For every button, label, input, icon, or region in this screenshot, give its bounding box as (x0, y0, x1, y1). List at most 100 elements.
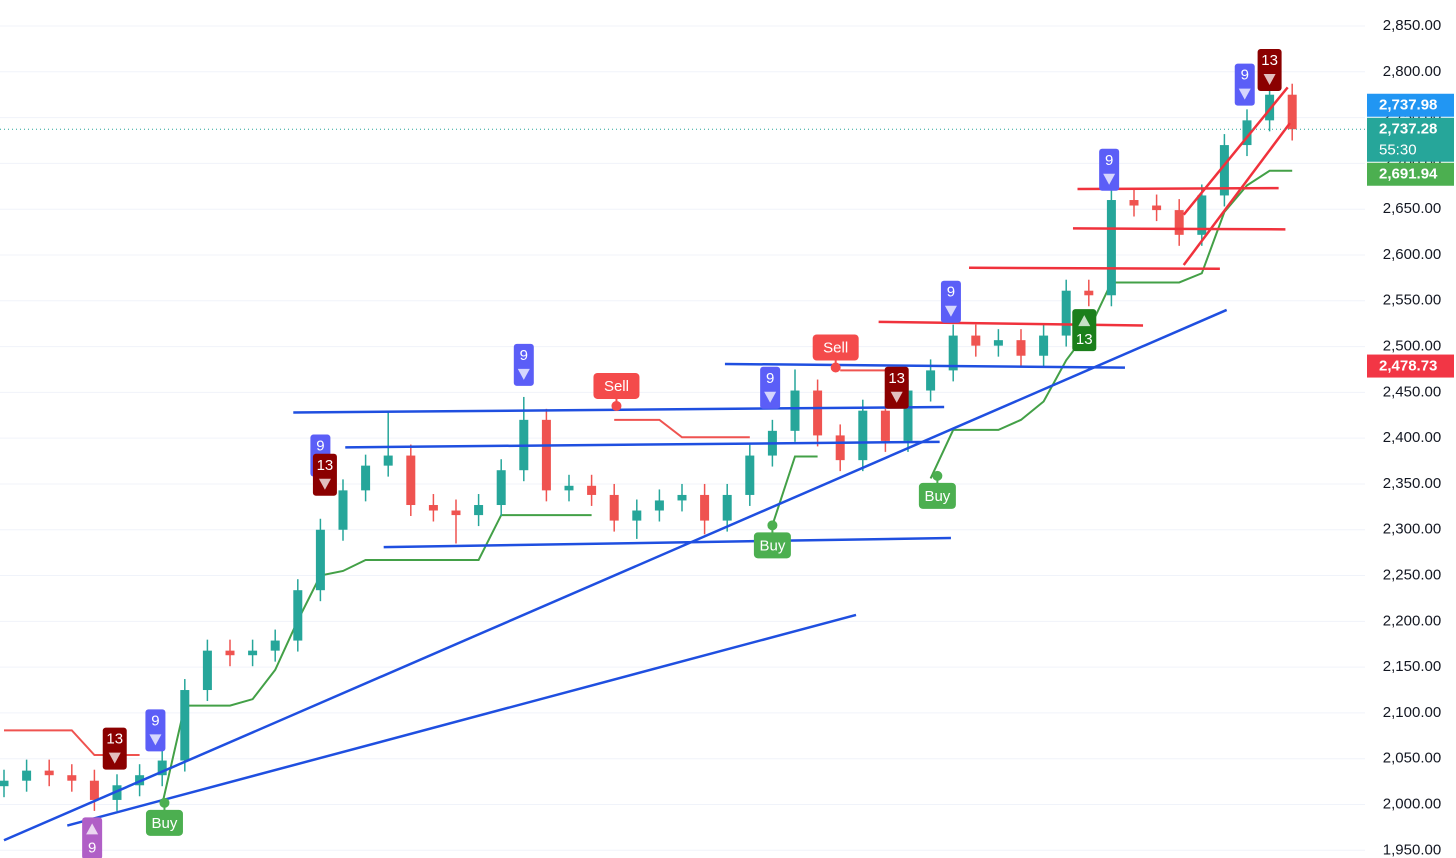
signal-dot (830, 362, 841, 373)
signal-label: Buy (759, 537, 785, 554)
count-marker-label: 9 (151, 712, 159, 729)
signal: Buy (918, 470, 956, 509)
candle-body (1039, 335, 1049, 356)
count-marker-label: 9 (1105, 152, 1113, 169)
y-tick-label: 2,250.00 (1383, 567, 1441, 584)
candle-body (541, 419, 551, 491)
trend-line (66, 613, 857, 827)
plot-area: 9 13 9 13 9 9 13 9 9 9 13 13 9 Buy Buy Buy Sell Sell (0, 48, 1365, 858)
signal-dot (767, 520, 778, 531)
candle-body (1197, 195, 1207, 235)
candle-body (564, 485, 574, 491)
candle-body (22, 770, 32, 781)
candle-body (451, 510, 461, 516)
y-tick-label: 2,200.00 (1383, 612, 1441, 629)
y-tick-label: 2,350.00 (1383, 475, 1441, 492)
price-tag-countdown: 55:30 (1379, 142, 1417, 159)
count-marker-box (1099, 148, 1120, 191)
candle-body (293, 590, 303, 641)
trend-line (1182, 122, 1291, 266)
candle-body (1106, 200, 1116, 296)
price-tag (1367, 162, 1454, 186)
signal-label: Buy (152, 815, 178, 832)
y-tick-label: 2,850.00 (1383, 17, 1441, 34)
candle-body (700, 494, 710, 521)
candle-body (1287, 94, 1297, 130)
signal: Buy (145, 797, 183, 836)
candle-body (44, 770, 54, 776)
candle-body (1084, 290, 1094, 296)
count-marker-box (1257, 48, 1282, 91)
candle-body (0, 780, 9, 787)
price-tag (1367, 354, 1454, 378)
candle-body (1219, 145, 1229, 196)
y-tick-label: 1,950.00 (1383, 841, 1441, 858)
candle-body (632, 510, 642, 521)
price-tag (1367, 93, 1454, 117)
signal-label: Sell (823, 339, 848, 356)
count-marker-label: 9 (520, 347, 528, 364)
count-marker-box (102, 727, 127, 770)
count-marker-label: 9 (947, 284, 955, 301)
signal: Buy (753, 520, 791, 559)
candle-body (587, 485, 597, 495)
candle-body (202, 650, 212, 691)
count-marker-arrow (1263, 73, 1276, 85)
count-marker: 9 (513, 343, 534, 386)
trend-line (3, 308, 1228, 842)
count-marker: 13 (312, 453, 337, 496)
candle-body (948, 335, 958, 371)
signal-box (918, 482, 956, 509)
trend-line (878, 320, 1144, 327)
count-marker-arrow (86, 823, 99, 835)
count-marker-box (82, 817, 103, 858)
candle-body (338, 490, 348, 530)
trend-line (969, 266, 1220, 270)
count-marker-arrow (149, 734, 162, 746)
candle-body (248, 650, 258, 656)
y-tick-label: 2,650.00 (1383, 200, 1441, 217)
count-marker: 9 (1099, 148, 1120, 191)
candle-body (383, 455, 393, 466)
candle-body (858, 410, 868, 461)
candle-body (112, 785, 122, 800)
count-marker: 13 (1072, 309, 1097, 352)
signal-label: Sell (604, 378, 629, 395)
count-marker: 13 (1257, 48, 1282, 91)
count-marker-arrow (764, 391, 777, 403)
count-marker-box (145, 709, 166, 752)
count-marker-box (1234, 63, 1255, 106)
count-marker: 9 (1234, 63, 1255, 106)
count-marker-arrow (944, 305, 957, 317)
signal-dot (159, 797, 170, 808)
candle-body (428, 505, 438, 511)
candle-body (1129, 200, 1139, 206)
count-marker-arrow (1238, 88, 1251, 100)
y-tick-label: 2,100.00 (1383, 704, 1441, 721)
candle-body (1061, 290, 1071, 336)
candle-body (361, 465, 371, 491)
y-tick-label: 2,150.00 (1383, 658, 1441, 675)
signal-box (753, 532, 791, 559)
count-marker-label: 9 (766, 370, 774, 387)
candle-body (496, 470, 506, 506)
signal: Sell (593, 372, 640, 411)
count-marker-box (513, 343, 534, 386)
count-marker-arrow (517, 368, 530, 380)
count-marker-arrow (1103, 173, 1116, 185)
candle-body (1265, 94, 1275, 121)
candle-body (1242, 120, 1252, 146)
grid (0, 25, 1365, 851)
count-marker-label: 13 (888, 370, 905, 387)
signal-box (593, 372, 640, 399)
trend-line (383, 536, 951, 549)
price-tag (1367, 117, 1454, 162)
trend-line (1182, 86, 1289, 216)
candle-body (157, 760, 167, 776)
candle-body (315, 529, 325, 591)
count-marker-box (312, 453, 337, 496)
count-marker-box (760, 366, 781, 409)
candle-body (474, 505, 484, 516)
